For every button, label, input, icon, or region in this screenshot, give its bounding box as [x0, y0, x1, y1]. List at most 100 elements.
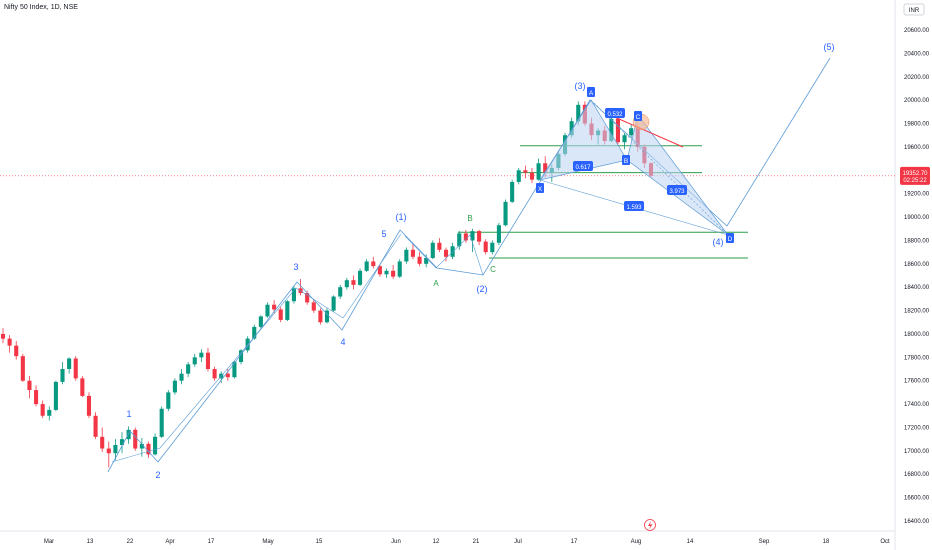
ratio-label: 0.532 — [605, 108, 625, 118]
candle — [119, 432, 125, 454]
badge-text: C — [636, 114, 641, 121]
candle-body — [278, 309, 283, 320]
candle — [34, 385, 39, 407]
candle-body — [205, 352, 211, 370]
price-tick-label: 20600.00 — [904, 28, 930, 34]
candle-body — [364, 261, 369, 271]
candle-body — [457, 233, 462, 247]
candle — [258, 315, 263, 330]
candle — [86, 392, 92, 419]
candle — [192, 353, 197, 367]
candle-body — [437, 242, 442, 250]
candle — [364, 259, 369, 272]
candle — [391, 264, 396, 280]
candle — [477, 229, 482, 246]
price-tick-label: 17400.00 — [904, 402, 930, 408]
candle — [166, 390, 171, 412]
price-tag-value: 19352.70 — [902, 171, 928, 177]
candle-body — [225, 373, 230, 378]
candle-body — [126, 429, 131, 440]
candle — [133, 427, 138, 451]
badge-box — [536, 183, 544, 193]
candle — [265, 302, 270, 318]
price-tick-label: 17600.00 — [904, 379, 930, 385]
price-tick-label: 16600.00 — [904, 496, 930, 502]
wave-label-major: (5) — [824, 42, 835, 52]
corrective-label: A — [433, 279, 439, 288]
candle-body — [324, 310, 330, 323]
candle — [318, 308, 323, 325]
time-tick-label: Jun — [391, 539, 401, 545]
candle-body — [86, 395, 92, 416]
candle — [470, 228, 475, 253]
candle-body — [212, 369, 217, 379]
price-tick-label: 20000.00 — [904, 98, 930, 104]
badge-text: A — [589, 90, 594, 97]
candle — [7, 335, 12, 353]
badge-text: X — [538, 186, 543, 193]
candle-body — [60, 369, 65, 382]
price-axis: 16400.00 16600.00 16800.00 17000.00 17200.00… — [904, 28, 930, 525]
ratio-label: 3.973 — [667, 185, 687, 195]
price-tick-label: 19800.00 — [904, 122, 930, 128]
candle — [20, 353, 25, 382]
candle-body — [305, 293, 310, 303]
candle-body — [34, 390, 39, 405]
time-tick-label: Sep — [759, 539, 770, 545]
harmonic-ad — [590, 99, 729, 236]
candle-body — [358, 270, 363, 285]
candle-body — [384, 270, 389, 275]
currency-badge: INR — [903, 3, 925, 16]
candle — [219, 371, 224, 384]
candle-body — [543, 163, 548, 173]
time-tick-label: Oct — [880, 539, 890, 545]
candle-body — [53, 381, 58, 410]
candle-body — [67, 358, 72, 370]
ratio-text: 3.973 — [669, 189, 685, 195]
wave-label-major: (4) — [713, 237, 724, 247]
price-tick-label: 18800.00 — [904, 238, 930, 244]
badge-box — [726, 233, 734, 243]
wave-drawings — [107, 57, 831, 473]
candle — [351, 275, 356, 290]
candle-body — [192, 357, 197, 365]
candle-body — [179, 373, 184, 381]
candle-body — [14, 345, 19, 357]
lightning-icon[interactable] — [644, 519, 656, 531]
candle — [430, 240, 435, 260]
candle — [483, 239, 488, 255]
candle — [291, 286, 296, 304]
candle — [100, 427, 105, 453]
candle — [40, 400, 45, 419]
time-axis: Mar 13 22 Apr 17 May 15 Jun 12 21 Jul 17 Aug 14 Sep 18 O… — [44, 539, 890, 545]
time-tick-label: 12 — [433, 539, 440, 545]
candle — [377, 263, 382, 277]
harmonic-point-badge: B — [622, 155, 630, 165]
candle-body — [536, 163, 541, 180]
time-tick-label: 13 — [87, 539, 94, 545]
candle — [443, 247, 449, 262]
time-tick-label: Jul — [514, 539, 522, 545]
badge-text: D — [728, 236, 733, 243]
candle-body — [252, 326, 257, 339]
candle — [238, 349, 244, 365]
candle-body — [258, 316, 263, 327]
candle — [338, 284, 343, 299]
candle — [490, 240, 495, 255]
candle — [126, 426, 131, 444]
candle-body — [351, 280, 356, 285]
candle-body — [47, 409, 52, 416]
candle — [417, 252, 422, 267]
badge-box — [587, 87, 595, 97]
currency-label: INR — [909, 8, 920, 14]
candle — [331, 295, 336, 312]
candle — [60, 362, 65, 385]
candle-body — [27, 380, 32, 391]
channel-line — [111, 233, 402, 463]
candle-body — [133, 429, 138, 449]
price-tick-label: 16800.00 — [904, 472, 930, 478]
candle-body — [615, 118, 620, 143]
candle — [225, 369, 230, 381]
price-tag-countdown: 02:25:22 — [903, 178, 927, 184]
